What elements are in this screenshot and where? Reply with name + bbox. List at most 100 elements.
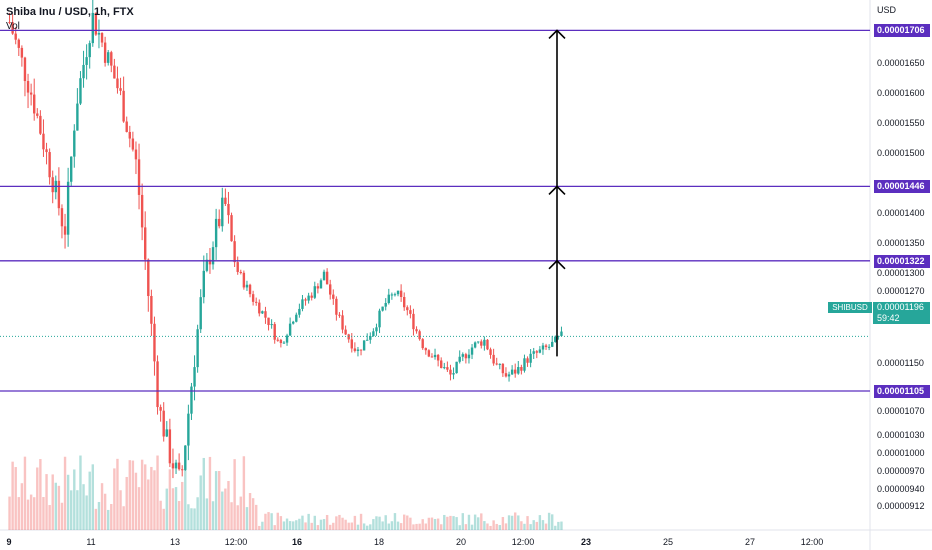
candle-body (433, 354, 437, 358)
volume-bar (20, 483, 24, 530)
time-tick-label: 11 (86, 537, 96, 547)
volume-bar (304, 522, 307, 530)
volume-bar (464, 524, 468, 530)
candle-body (221, 197, 224, 227)
volume-bar (233, 459, 236, 530)
candle-body (184, 445, 187, 470)
volume-bar (91, 464, 94, 530)
volume-bar (384, 515, 387, 530)
candle-body (369, 336, 372, 340)
candle-body (270, 324, 273, 326)
volume-bar (477, 517, 480, 530)
volume-bar (45, 474, 48, 530)
candle-body (523, 358, 526, 371)
candle-body (409, 310, 412, 314)
candle-body (335, 298, 338, 315)
volume-bar (125, 476, 128, 530)
candle-body (464, 354, 468, 359)
volume-bar (94, 508, 98, 530)
volume-bar (82, 484, 85, 530)
time-tick-label: 12:00 (800, 537, 824, 547)
candle-body (387, 294, 390, 304)
volume-bar (467, 514, 471, 530)
candle-body (17, 39, 20, 48)
candle-body (276, 339, 279, 341)
candle-body (529, 353, 532, 363)
candle-body (251, 294, 255, 302)
volume-bar (227, 481, 230, 530)
candle-body (517, 367, 520, 374)
candle-body (288, 323, 292, 336)
volume-bar (310, 522, 313, 530)
volume-bar (412, 524, 415, 530)
candle-body (356, 349, 360, 351)
time-tick-label: 18 (373, 537, 385, 547)
volume-bar (307, 513, 310, 530)
candle-body (353, 348, 357, 351)
time-tick-label: 20 (455, 537, 467, 547)
candle-body (171, 463, 175, 469)
volume-bar (14, 467, 17, 530)
volume-bar (76, 490, 79, 530)
candle-body (313, 286, 316, 298)
volume-bar (504, 523, 508, 530)
volume-bar (97, 501, 101, 530)
volume-bar (433, 518, 437, 530)
candle-body (193, 367, 196, 387)
time-tick-label: 13 (169, 537, 181, 547)
candle-body (196, 329, 199, 368)
volume-bar (526, 516, 529, 530)
candle-body (551, 341, 554, 347)
price-tick-label: 0.00001550 (877, 118, 925, 128)
candle-body (29, 92, 33, 95)
time-tick-label: 25 (662, 537, 674, 547)
volume-bar (393, 513, 397, 530)
volume-bar (316, 525, 320, 530)
volume-bar (430, 517, 434, 530)
candle-body (245, 284, 249, 288)
volume-bar (359, 513, 363, 530)
volume-bar (403, 514, 406, 530)
candle-body (396, 290, 400, 295)
volume-bar (267, 512, 270, 530)
candle-body (76, 103, 79, 131)
volume-bar (378, 516, 381, 530)
candle-body (88, 43, 91, 58)
candle-body (406, 307, 409, 311)
volume-bar (33, 497, 36, 530)
candle-body (11, 22, 14, 34)
level-price-label: 0.00001706 (874, 24, 930, 38)
candle-body (446, 367, 449, 370)
volume-bar (449, 515, 452, 530)
volume-bar (529, 524, 532, 530)
volume-bar (251, 498, 255, 530)
volume-bar (218, 471, 221, 530)
volume-bar (103, 493, 107, 530)
candle-body (427, 350, 431, 357)
volume-bar (495, 523, 498, 530)
candle-body (70, 156, 73, 182)
candle-body (144, 227, 147, 260)
volume-bar (514, 512, 517, 530)
candle-body (350, 339, 353, 349)
candle-body (452, 373, 455, 375)
volume-bar (134, 472, 138, 530)
candle-body (504, 373, 508, 377)
volume-bar (486, 523, 489, 530)
candle-body (140, 194, 144, 228)
volume-bar (455, 517, 458, 530)
volume-bar (551, 514, 554, 530)
volume-bar (230, 502, 233, 530)
candle-body (66, 181, 70, 235)
candle-body (177, 462, 181, 470)
price-tick-label: 0.00001600 (877, 88, 925, 98)
candle-body (498, 363, 501, 365)
candle-body (532, 351, 535, 354)
candle-body (480, 341, 483, 346)
volume-bar (498, 525, 501, 530)
volume-bar (480, 513, 483, 530)
volume-bar (436, 518, 440, 530)
candle-body (119, 88, 122, 91)
